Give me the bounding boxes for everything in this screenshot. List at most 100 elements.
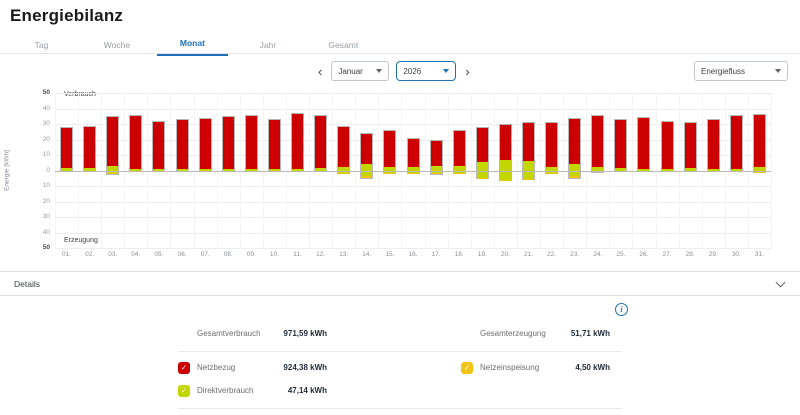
direktverbrauch-checkbox[interactable]: ✓	[178, 384, 190, 397]
bar-segment	[107, 165, 119, 170]
year-select[interactable]: 2026	[396, 61, 457, 81]
bar-segment	[476, 169, 488, 179]
bar-day-19.[interactable]	[475, 127, 489, 180]
details-toggle[interactable]: Details	[0, 271, 800, 296]
bar-segment	[338, 166, 350, 170]
summary-value: 4,50 kWh	[575, 363, 610, 372]
bar-day-03.[interactable]	[106, 116, 120, 175]
bar-day-04.[interactable]	[129, 114, 143, 172]
x-axis-tick: 22.	[547, 251, 557, 258]
bar-day-27.[interactable]	[660, 120, 674, 171]
bar-day-10.[interactable]	[267, 119, 281, 172]
tab-monat[interactable]: Monat	[156, 33, 228, 56]
bar-day-01.[interactable]	[60, 127, 74, 172]
bar-segment	[176, 169, 188, 171]
summary-label: Netzeinspeisung	[480, 363, 540, 372]
bar-day-07.[interactable]	[198, 117, 212, 172]
bar-segment	[384, 166, 396, 170]
bar-day-23.[interactable]	[568, 117, 582, 179]
bar-segment	[130, 115, 142, 169]
bar-day-09.[interactable]	[244, 114, 258, 172]
x-axis-tick: 15.	[385, 251, 395, 258]
y-axis-tick: 30	[42, 120, 50, 127]
bar-day-25.[interactable]	[614, 119, 628, 173]
bar-segment	[315, 115, 327, 169]
bar-segment	[153, 121, 165, 169]
bar-segment	[222, 169, 234, 171]
summary-row: Gesamtverbrauch 971,59 kWh Gesamterzeugung…	[178, 322, 622, 345]
y-axis-tick: 50	[42, 89, 50, 96]
bar-day-28.[interactable]	[683, 122, 697, 173]
bar-segment	[546, 166, 558, 170]
netzeinspeisung-checkbox[interactable]: ✓	[461, 361, 473, 374]
bar-segment	[84, 126, 96, 168]
gridline	[55, 108, 771, 110]
checkbox-slot: ✓	[461, 361, 480, 374]
netzbezug-checkbox[interactable]: ✓	[178, 361, 190, 374]
bar-day-24.[interactable]	[591, 114, 605, 173]
next-month-button[interactable]: ›	[465, 63, 470, 79]
x-axis-tick: 24.	[593, 251, 603, 258]
bar-segment	[268, 168, 280, 170]
tab-jahr[interactable]: Jahr	[259, 40, 277, 50]
x-axis-tick: 09.	[246, 251, 256, 258]
tab-tag[interactable]: Tag	[34, 40, 49, 50]
bar-day-12.[interactable]	[314, 114, 328, 173]
x-axis-tick: 18.	[454, 251, 464, 258]
gridline	[55, 124, 771, 125]
bar-segment	[430, 169, 442, 174]
vertical-gridline	[771, 93, 772, 248]
bar-day-31.[interactable]	[752, 113, 766, 174]
x-axis-tick: 30.	[731, 251, 741, 258]
summary-value: 924,38 kWh	[283, 363, 327, 372]
bar-day-14.[interactable]	[360, 133, 374, 179]
bar-day-06.[interactable]	[175, 119, 189, 172]
year-select-value: 2026	[403, 66, 422, 76]
production-area-label: Erzeugung	[64, 237, 98, 244]
y-axis-tick: 40	[42, 104, 50, 112]
bar-segment	[753, 114, 765, 168]
bar-day-08.[interactable]	[221, 116, 235, 172]
summary-label: Direktverbrauch	[197, 386, 254, 395]
prev-month-button[interactable]: ‹	[318, 63, 323, 79]
bar-day-29.[interactable]	[706, 119, 720, 171]
bar-day-18.[interactable]	[452, 130, 466, 175]
bar-day-13.[interactable]	[337, 125, 351, 174]
bar-day-22.[interactable]	[545, 122, 559, 175]
checkbox-slot: ✓	[178, 384, 197, 397]
y-axis-tick: 20	[42, 135, 50, 143]
x-axis-tick: 12.	[316, 251, 326, 258]
bar-segment	[361, 163, 373, 170]
bar-day-30.[interactable]	[729, 115, 743, 171]
tab-woche[interactable]: Woche	[103, 40, 131, 50]
y-axis-tick: 50	[42, 244, 50, 251]
bar-day-21.[interactable]	[521, 122, 535, 181]
bar-day-11.[interactable]	[291, 113, 305, 172]
bar-day-16.[interactable]	[406, 137, 420, 174]
bar-segment	[61, 128, 73, 169]
bar-segment	[569, 169, 581, 176]
tab-bar: Tag Woche Monat Jahr Gesamt	[0, 33, 800, 56]
view-mode-select[interactable]: Energiefluss	[694, 61, 788, 81]
bar-segment	[361, 134, 373, 164]
bar-day-20.[interactable]	[498, 124, 512, 181]
bar-day-17.[interactable]	[429, 139, 443, 175]
period-controls-row: ‹ Januar 2026 › Energiefluss	[0, 54, 800, 87]
bar-segment	[499, 125, 511, 161]
summary-label: Gesamterzeugung	[480, 329, 546, 338]
tab-gesamt[interactable]: Gesamt	[328, 40, 359, 50]
bar-day-26.[interactable]	[637, 117, 651, 171]
bar-segment	[546, 123, 558, 167]
x-axis-tick: 21.	[523, 251, 533, 258]
bar-day-02.[interactable]	[83, 125, 97, 173]
bar-segment	[176, 168, 188, 170]
bar-day-15.[interactable]	[383, 130, 397, 174]
bar-segment	[592, 115, 604, 168]
bar-day-05.[interactable]	[152, 120, 166, 172]
month-select[interactable]: Januar	[331, 61, 390, 81]
x-axis-tick: 07.	[200, 251, 210, 258]
summary-cell: Gesamtverbrauch 971,59 kWh	[178, 329, 327, 338]
info-icon[interactable]: i	[615, 303, 628, 316]
x-axis-tick: 23.	[570, 251, 580, 258]
period-group: ‹ Januar 2026 ›	[316, 61, 472, 81]
